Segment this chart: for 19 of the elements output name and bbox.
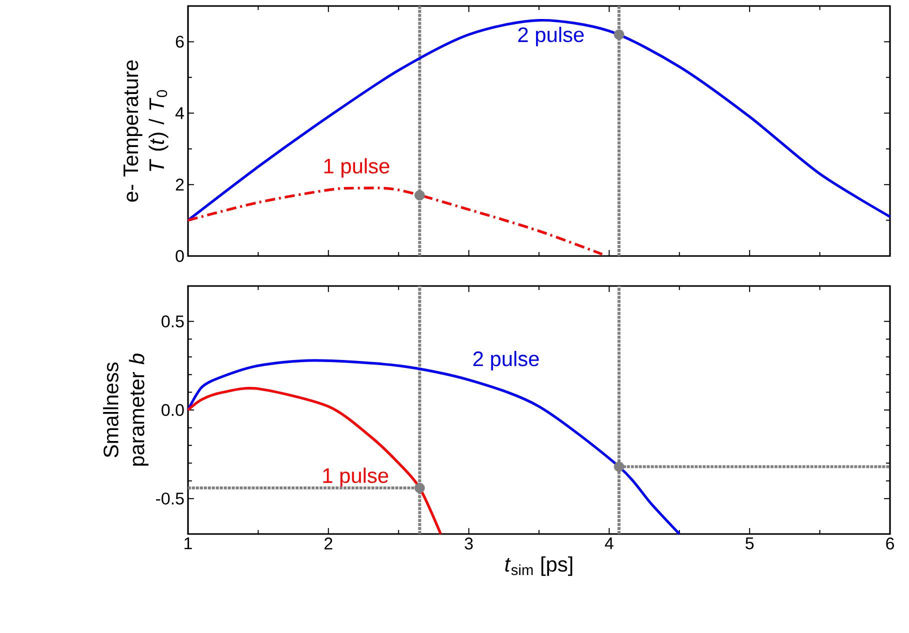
y-tick-label: 4 — [175, 107, 184, 119]
x-tick-label: 3 — [464, 538, 473, 550]
series-label: 1 pulse — [323, 468, 388, 488]
x-tick-label: 6 — [886, 538, 894, 550]
series-label: 2 pulse — [518, 26, 584, 46]
x-tick-label: 2 — [324, 538, 332, 550]
y-tick-label: -0.5 — [156, 492, 184, 505]
y-tick-label: 0.0 — [162, 404, 184, 416]
x-axis-title: t$_{sim}$ [ps] — [505, 556, 572, 576]
series-label: 1 pulse — [324, 158, 390, 178]
x-tick-label: 4 — [604, 538, 614, 550]
series-label: 2 pulse — [473, 350, 539, 370]
y-tick-label: 2 — [176, 178, 184, 190]
x-tick-label: 5 — [746, 538, 754, 550]
y-tick-label: 6 — [176, 36, 184, 48]
y-tick-label: 0 — [176, 250, 184, 262]
x-tick-label: 1 — [184, 538, 192, 550]
y-axis-title: Smallness parameter b — [103, 354, 148, 466]
y-tick-label: 0.5 — [162, 315, 184, 328]
